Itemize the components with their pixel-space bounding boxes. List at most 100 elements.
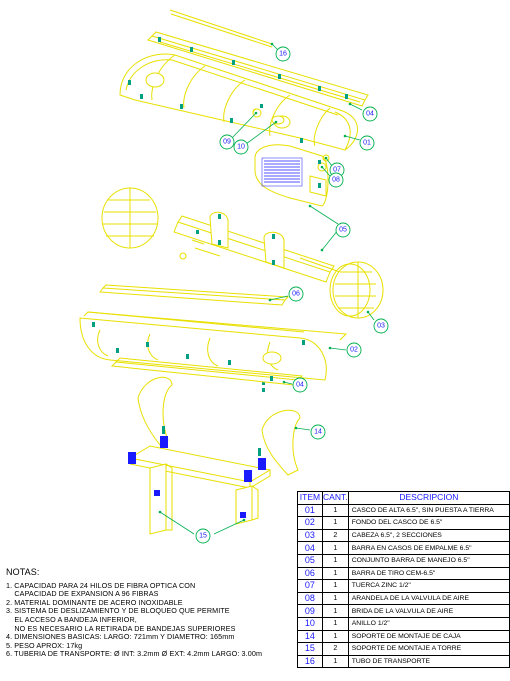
- callout-02: 02: [346, 342, 362, 358]
- bom-row: 02 1 FONDO DEL CASCO DE 6.5": [297, 516, 510, 530]
- note-line: 2. MATERIAL DOMINANTE DE ACERO INOXIDABL…: [6, 597, 183, 607]
- bom-item: 09: [297, 604, 323, 618]
- callout-08: 08: [328, 172, 344, 188]
- notes-block: NOTAS: 1. CAPACIDAD PARA 24 HILOS DE FIB…: [6, 568, 296, 659]
- callout-06: 06: [288, 286, 304, 302]
- callout-label: 04: [366, 111, 374, 118]
- note-line: EL ACCESO A BANDEJA INFERIOR,: [6, 614, 137, 624]
- callout-label: 04: [296, 382, 304, 389]
- bom-qty: 1: [321, 541, 349, 555]
- callout-label: 15: [199, 533, 207, 540]
- bom-qty: 1: [321, 629, 349, 644]
- bom-header-item: ITEM: [297, 491, 323, 505]
- bom-row: 07 1 TUERCA ZINC 1/2": [297, 579, 510, 593]
- callout-10: 10: [233, 139, 249, 155]
- callout-label: 06: [292, 291, 300, 298]
- bom-qty: 1: [321, 591, 349, 606]
- top-bar: [147, 31, 369, 107]
- bom-item: 05: [297, 553, 323, 568]
- transport-tube: [169, 9, 273, 48]
- bom-qty: 1: [321, 604, 349, 618]
- callout-label: 01: [363, 140, 371, 147]
- bom-item: 06: [297, 566, 323, 581]
- bom-desc: CABEZA 6.5", 2 SECCIONES: [347, 528, 510, 543]
- note-line: 1. CAPACIDAD PARA 24 HILOS DE FIBRA OPTI…: [6, 580, 196, 590]
- callout-label: 14: [314, 429, 322, 436]
- bom-desc: ARANDELA DE LA VALVULA DE AIRE: [347, 591, 510, 606]
- callout-14: 14: [310, 424, 326, 440]
- note-line: CAPACIDAD DE EXPANSION A 96 FIBRAS: [6, 589, 159, 599]
- bom-header-qty: CANT.: [321, 491, 349, 505]
- bom-row: 01 1 CASCO DE ALTA 6.5", SIN PUESTA A TIER…: [297, 503, 510, 518]
- handling-bar-assembly: [173, 211, 341, 283]
- bom-qty: 1: [321, 553, 349, 568]
- nut-and-washer: [317, 154, 330, 172]
- callout-01: 01: [359, 135, 375, 151]
- bom-desc: CONJUNTO BARRA DE MANEJO 6.5": [347, 553, 510, 568]
- note-line: 3. SISTEMA DE DESLIZAMIENTO Y DE BLOQUEO…: [6, 606, 230, 616]
- box-mounting-bracket: [128, 376, 301, 489]
- bom-row: 16 1 TUBO DE TRANSPORTE: [297, 654, 510, 669]
- bom-item: 16: [297, 654, 323, 669]
- bill-of-materials-table: ITEM CANT. DESCRIPCION 01 1 CASCO DE ALTA …: [297, 491, 510, 669]
- bom-qty: 2: [321, 642, 349, 656]
- bom-row: 14 1 SOPORTE DE MONTAJE DE CAJA: [297, 629, 510, 644]
- bom-desc: BARRA DE TIRO CEM-6.5": [347, 566, 510, 581]
- bom-row: 05 1 CONJUNTO BARRA DE MANEJO 6.5": [297, 553, 510, 568]
- bom-row: 04 1 BARRA EN CASOS DE EMPALME 6.5": [297, 541, 510, 555]
- rear-head: [329, 261, 384, 319]
- bom-row: 03 2 CABEZA 6.5", 2 SECCIONES: [297, 528, 510, 543]
- callout-03: 03: [373, 318, 389, 334]
- note-line: 6. TUBERIA DE TRANSPORTE: Ø INT: 3.2mm Ø…: [6, 649, 263, 659]
- callout-label: 10: [237, 144, 245, 151]
- bom-qty: 1: [321, 516, 349, 530]
- bom-desc: FONDO DEL CASCO DE 6.5": [347, 516, 510, 530]
- rear-head-section: [254, 144, 329, 207]
- bom-qty: 1: [321, 503, 349, 518]
- notes-title: NOTAS:: [6, 567, 40, 577]
- bom-item: 15: [297, 642, 323, 656]
- callout-05: 05: [335, 222, 351, 238]
- bom-desc: BRIDA DE LA VALVULA DE AIRE: [347, 604, 510, 618]
- bom-desc: ANILLO 1/2": [347, 616, 510, 631]
- bom-item: 10: [297, 616, 323, 631]
- bom-desc: CASCO DE ALTA 6.5", SIN PUESTA A TIERRA: [347, 503, 510, 518]
- bottom-shell: [79, 311, 348, 385]
- bom-row: 10 1 ANILLO 1/2": [297, 616, 510, 631]
- bom-qty: 2: [321, 528, 349, 543]
- bom-desc: BARRA EN CASOS DE EMPALME 6.5": [347, 541, 510, 555]
- bom-qty: 1: [321, 654, 349, 669]
- bom-row: 06 1 BARRA DE TIRO CEM-6.5": [297, 566, 510, 581]
- front-head: [101, 187, 159, 249]
- bom-header-row: ITEM CANT. DESCRIPCION: [297, 491, 510, 505]
- bom-item: 02: [297, 516, 323, 530]
- callout-label: 07: [333, 167, 341, 174]
- bom-desc: SOPORTE DE MONTAJE DE CAJA: [347, 629, 510, 644]
- bom-item: 01: [297, 503, 323, 518]
- exploded-view-drawing: 16 04 01 09 10 07 08 05 06 03 02 04: [79, 9, 389, 544]
- bom-row: 08 1 ARANDELA DE LA VALVULA DE AIRE: [297, 591, 510, 606]
- callout-label: 05: [339, 227, 347, 234]
- bom-qty: 1: [321, 579, 349, 593]
- bom-item: 14: [297, 629, 323, 644]
- bom-item: 04: [297, 541, 323, 555]
- bom-item: 08: [297, 591, 323, 606]
- note-line: 5. PESO APROX: 17kg: [6, 640, 83, 650]
- note-line: NO ES NECESARIO LA RETIRADA DE BANDEJAS …: [6, 623, 236, 633]
- bom-header-desc: DESCRIPCION: [347, 491, 510, 505]
- callout-label: 03: [377, 323, 385, 330]
- callout-04-bottom: 04: [292, 377, 308, 393]
- callout-label: 16: [279, 51, 287, 58]
- callout-09: 09: [219, 134, 235, 150]
- callout-label: 09: [223, 139, 231, 146]
- bom-desc: TUBO DE TRANSPORTE: [347, 654, 510, 669]
- bom-desc: TUERCA ZINC 1/2": [347, 579, 510, 593]
- bom-qty: 1: [321, 616, 349, 631]
- bom-item: 07: [297, 579, 323, 593]
- tower-mounting-brackets: [149, 463, 259, 535]
- callout-label: 08: [332, 177, 340, 184]
- callout-15: 15: [195, 528, 211, 544]
- bom-qty: 1: [321, 566, 349, 581]
- top-shell: [119, 53, 358, 151]
- callout-04-top: 04: [362, 106, 378, 122]
